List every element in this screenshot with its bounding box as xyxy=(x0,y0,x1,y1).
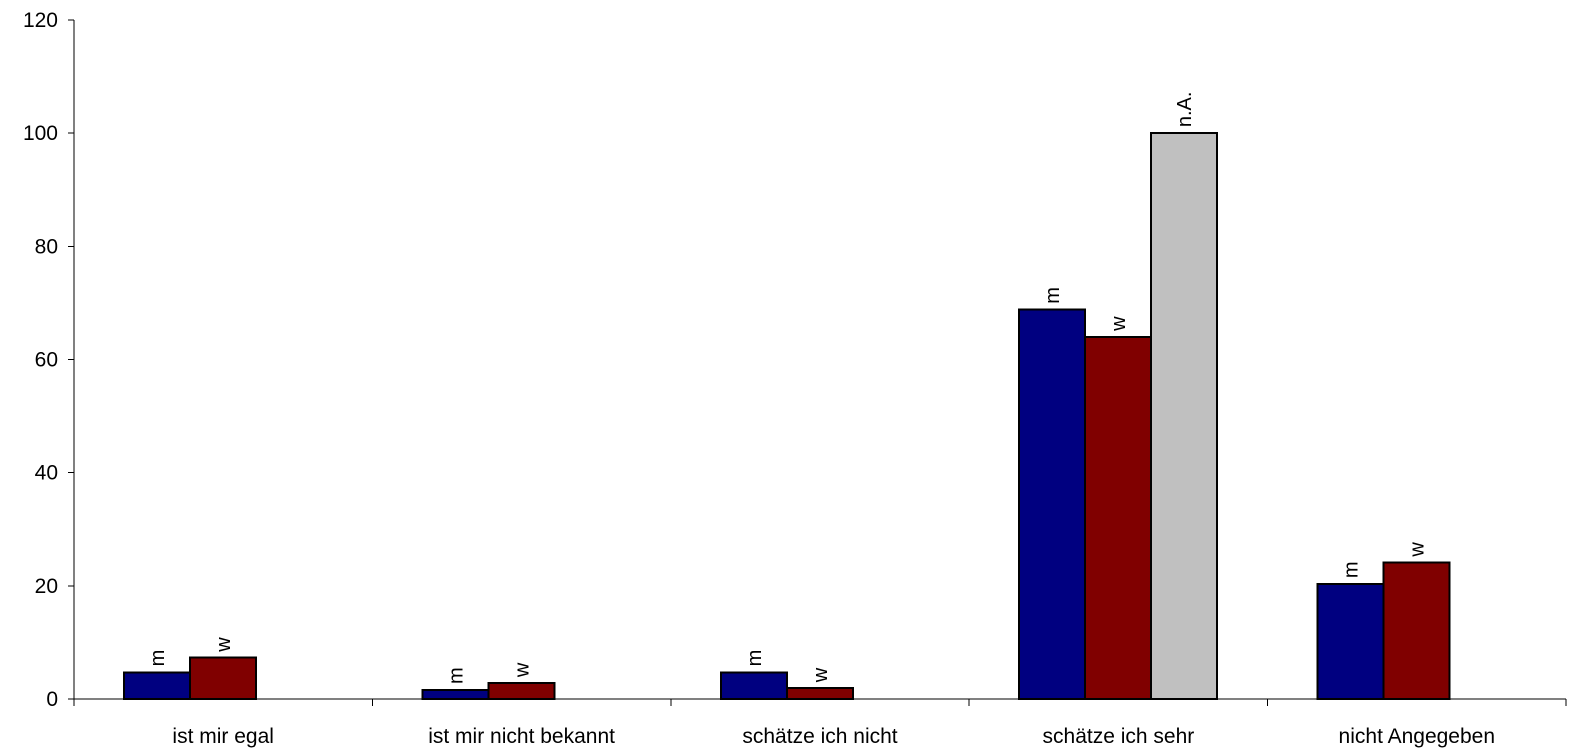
data-label: w xyxy=(213,637,235,653)
bar-w xyxy=(1382,561,1451,700)
bar-m xyxy=(123,671,191,700)
x-axis: ist mir egal ist mir nicht bekannt schätze… xyxy=(73,698,1567,748)
data-label: w xyxy=(810,667,832,683)
bar-w xyxy=(189,656,257,700)
bar-m xyxy=(1316,583,1385,700)
bar-w xyxy=(487,682,556,701)
x-tick-label: nicht Angegeben xyxy=(1339,725,1495,748)
x-tick-label: ist mir egal xyxy=(172,725,274,748)
data-label: m xyxy=(147,650,169,667)
bars xyxy=(123,132,1451,701)
bar-labels: m w m w m w m w n.A. m w xyxy=(147,92,1429,684)
data-label: n.A. xyxy=(1174,92,1196,128)
bar-w xyxy=(785,687,854,700)
y-tick-label: 0 xyxy=(46,688,58,711)
y-tick-label: 20 xyxy=(35,575,58,598)
y-axis: 0 20 40 60 80 100 120 xyxy=(23,9,75,711)
data-label: m xyxy=(744,650,766,667)
bar-na xyxy=(1150,132,1219,700)
x-tick-label: schätze ich sehr xyxy=(1043,725,1195,748)
data-label: w xyxy=(511,662,533,678)
x-tick-label: schätze ich nicht xyxy=(742,725,897,748)
data-label: w xyxy=(1108,316,1130,332)
data-label: w xyxy=(1407,542,1429,558)
data-label: m xyxy=(1341,561,1363,578)
bar-m xyxy=(719,671,788,700)
bar-w xyxy=(1084,335,1153,700)
y-tick-label: 100 xyxy=(23,122,58,145)
x-tick-label: ist mir nicht bekannt xyxy=(428,725,615,748)
data-label: m xyxy=(1042,287,1064,304)
bar-m xyxy=(421,688,490,700)
y-tick-label: 120 xyxy=(23,9,58,32)
y-tick-label: 80 xyxy=(35,235,58,258)
bar-m xyxy=(1018,308,1087,700)
data-label: m xyxy=(445,667,467,684)
y-tick-label: 40 xyxy=(35,462,58,485)
y-tick-label: 60 xyxy=(35,349,58,372)
